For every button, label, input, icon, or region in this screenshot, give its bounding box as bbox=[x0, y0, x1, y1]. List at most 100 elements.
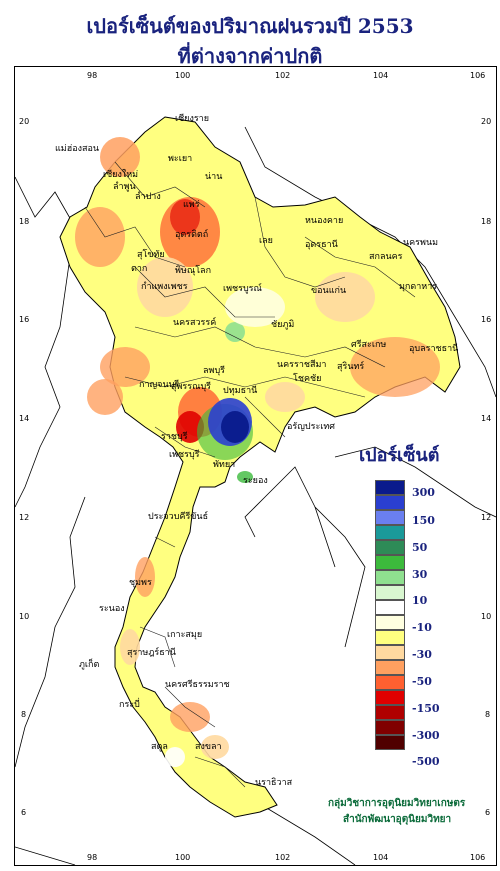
legend-swatch bbox=[375, 630, 405, 645]
province-label: เชียงราย bbox=[175, 114, 210, 124]
province-label: น่าน bbox=[205, 172, 223, 182]
lon-tick-98-bottom: 98 bbox=[87, 853, 98, 862]
province-label: นครสวรรค์ bbox=[173, 318, 217, 328]
lon-tick-100-bottom: 100 bbox=[175, 853, 191, 862]
credit-line-2: สำนักพัฒนาอุตุนิยมวิทยา bbox=[343, 814, 452, 825]
province-label: พัทยา bbox=[213, 460, 236, 470]
province-label: ประจวบคีรีขันธ์ bbox=[148, 512, 209, 522]
anomaly-patches bbox=[75, 137, 440, 767]
province-label: ระนอง bbox=[99, 604, 125, 614]
legend-label: -30 bbox=[412, 648, 432, 661]
lat-tick-16-left: 16 bbox=[19, 315, 30, 324]
lat-tick-10-right: 10 bbox=[481, 612, 492, 621]
legend-swatch bbox=[375, 690, 405, 705]
province-label: ราชบุรี bbox=[161, 432, 188, 442]
province-label: สุรินทร์ bbox=[337, 362, 365, 372]
province-label: แม่ฮ่องสอน bbox=[55, 144, 100, 154]
lon-tick-102-bottom: 102 bbox=[275, 853, 291, 862]
legend-swatch bbox=[375, 480, 405, 495]
province-label: สกลนคร bbox=[369, 252, 403, 262]
legend-label: 300 bbox=[412, 486, 435, 499]
legend-swatch bbox=[375, 615, 405, 630]
legend-label: 150 bbox=[412, 514, 435, 527]
lon-tick-102-top: 102 bbox=[275, 71, 291, 80]
province-label: เลย bbox=[259, 236, 273, 246]
province-label: สุพรรณบุรี bbox=[171, 382, 211, 392]
thailand-rainfall-map bbox=[15, 116, 496, 865]
province-label: ขอนแก่น bbox=[311, 286, 347, 296]
province-label: สงขลา bbox=[195, 742, 222, 752]
lat-tick-18-left: 18 bbox=[19, 217, 30, 226]
province-label: เชียงใหม่ bbox=[103, 170, 139, 180]
province-label: ชุมพร bbox=[129, 578, 152, 588]
legend-label: -50 bbox=[412, 675, 432, 688]
province-label: เพชรบูรณ์ bbox=[223, 284, 262, 294]
legend-swatch bbox=[375, 675, 405, 690]
lat-tick-20-right: 20 bbox=[481, 117, 492, 126]
lon-tick-98-top: 98 bbox=[87, 71, 98, 80]
province-label: ลำปาง bbox=[135, 192, 161, 202]
province-label: อุตรดิตถ์ bbox=[175, 230, 209, 240]
map-title: เปอร์เซ็นต์ของปริมาณฝนรวมปี 2553 bbox=[86, 14, 414, 38]
lat-tick-10-left: 10 bbox=[19, 612, 30, 621]
legend-label: 30 bbox=[412, 568, 428, 581]
lat-tick-6-right: 6 bbox=[485, 808, 491, 817]
province-label: นครศรีธรรมราช bbox=[165, 680, 230, 690]
neighbour-borders bbox=[15, 126, 496, 865]
legend-swatch bbox=[375, 645, 405, 660]
lat-tick-12-left: 12 bbox=[19, 513, 30, 522]
legend-label: -300 bbox=[412, 729, 440, 742]
province-label: นครราชสีมา bbox=[277, 360, 327, 370]
province-label: พิษณุโลก bbox=[175, 266, 212, 276]
lon-tick-106-top: 106 bbox=[470, 71, 486, 80]
legend-swatch bbox=[375, 705, 405, 720]
legend-swatch bbox=[375, 570, 405, 585]
lon-tick-104-top: 104 bbox=[373, 71, 389, 80]
province-label: โชคชัย bbox=[293, 374, 322, 384]
province-label: หนองคาย bbox=[305, 216, 344, 226]
province-label: ปทุมธานี bbox=[223, 386, 258, 396]
lat-tick-20-left: 20 bbox=[19, 117, 30, 126]
legend-swatch bbox=[375, 495, 405, 510]
province-label: แพร่ bbox=[183, 200, 200, 210]
province-label: กำแพงเพชร bbox=[141, 282, 188, 292]
province-label: ศรีสะเกษ bbox=[351, 340, 387, 350]
legend-color-scale bbox=[375, 480, 405, 750]
legend-label: -150 bbox=[412, 702, 440, 715]
province-label: พะเยา bbox=[168, 154, 193, 164]
province-label: อุบลราชธานี bbox=[409, 344, 459, 354]
lat-tick-12-right: 12 bbox=[481, 513, 492, 522]
lon-tick-104-bottom: 104 bbox=[373, 853, 389, 862]
province-label: เพชรบุรี bbox=[169, 450, 200, 460]
lat-tick-8-right: 8 bbox=[485, 710, 491, 719]
legend-swatch bbox=[375, 510, 405, 525]
legend-title: เปอร์เซ็นต์ bbox=[359, 445, 440, 466]
map-frame: 98 100 102 104 106 98 100 102 104 106 20… bbox=[14, 66, 497, 866]
legend-label: 50 bbox=[412, 541, 428, 554]
province-label: ลำพูน bbox=[113, 182, 136, 192]
legend-swatch bbox=[375, 720, 405, 735]
credit-line-1: กลุ่มวิชาการอุตุนิยมวิทยาเกษตร bbox=[328, 798, 466, 809]
legend-label: 10 bbox=[412, 594, 428, 607]
province-label: นครพนม bbox=[403, 238, 439, 248]
lat-tick-6-left: 6 bbox=[21, 808, 27, 817]
province-label: ภูเก็ต bbox=[79, 660, 100, 670]
province-label: เกาะสมุย bbox=[167, 630, 203, 640]
lat-tick-14-right: 14 bbox=[481, 414, 492, 423]
lat-tick-16-right: 16 bbox=[481, 315, 492, 324]
legend-swatch bbox=[375, 525, 405, 540]
province-label: กระบี่ bbox=[119, 700, 140, 710]
province-borders bbox=[84, 161, 416, 788]
province-label: ลพบุรี bbox=[203, 366, 225, 376]
province-label: นราธิวาส bbox=[255, 778, 293, 788]
legend-swatch bbox=[375, 555, 405, 570]
legend-swatch bbox=[375, 600, 405, 615]
province-label: อรัญประเทศ bbox=[287, 422, 336, 432]
legend-swatch bbox=[375, 585, 405, 600]
province-label: ชัยภูมิ bbox=[271, 320, 295, 330]
legend-label: -500 bbox=[412, 755, 440, 768]
map-subtitle: ที่ต่างจากค่าปกติ bbox=[177, 44, 323, 68]
province-label: กาญจนบุรี bbox=[139, 380, 180, 390]
legend-swatch bbox=[375, 660, 405, 675]
legend-label: -10 bbox=[412, 621, 432, 634]
